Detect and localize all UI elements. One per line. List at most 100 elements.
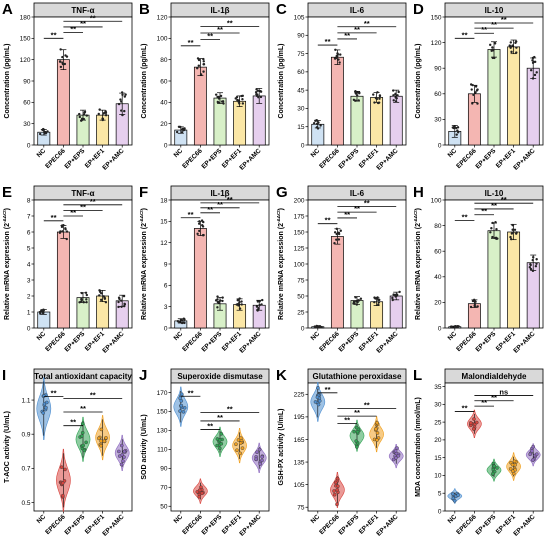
data-point: [236, 98, 239, 102]
data-point: [535, 258, 538, 261]
y-tick-label: 90: [23, 78, 31, 85]
data-point: [469, 305, 473, 309]
data-point: [352, 429, 356, 434]
data-point: [220, 100, 224, 103]
data-point: [375, 296, 378, 300]
data-point: [336, 484, 340, 489]
y-tick-label: 0: [438, 142, 442, 149]
significance-label: **: [227, 19, 233, 28]
x-tick-label: EP+EPS: [200, 330, 223, 353]
bar-ep-ef1: [507, 46, 521, 146]
data-point: [219, 94, 223, 98]
y-tick-label: 45: [297, 87, 305, 94]
data-point: [355, 303, 359, 306]
y-tick-label: 50: [160, 504, 168, 511]
data-point: [354, 439, 358, 443]
y-tick-label: 120: [431, 40, 442, 47]
panel-J: J Superoxide dismutase 50 70 90 110 130 150 170 S…: [139, 367, 270, 538]
data-point: [80, 421, 85, 426]
y-axis-label-text: Relative mRNA expression (2: [141, 223, 148, 320]
y-tick-label: 18: [160, 197, 168, 204]
data-point: [238, 451, 242, 456]
data-point: [317, 399, 322, 403]
data-point: [241, 102, 245, 105]
y-tick-label: 3: [164, 304, 168, 311]
data-point: [42, 394, 46, 398]
y-tick-label: 0: [27, 325, 31, 332]
bar-ep-ef1: [370, 97, 384, 146]
x-tick-label: EP+AMC: [238, 513, 262, 537]
data-point: [511, 228, 514, 231]
x-tick-label: NC: [310, 513, 322, 525]
data-point: [238, 297, 241, 300]
data-point: [84, 440, 88, 445]
data-point: [354, 99, 357, 102]
significance-label: **: [80, 404, 86, 413]
data-point: [377, 303, 380, 306]
data-point: [78, 301, 81, 304]
x-tick-label: NC: [173, 147, 185, 159]
y-tick-label: 6: [27, 229, 31, 236]
data-point: [219, 441, 224, 446]
data-point: [354, 90, 357, 93]
data-point: [395, 97, 398, 100]
significance-label: **: [481, 398, 487, 407]
panel-label: G: [276, 184, 288, 201]
data-point: [258, 303, 261, 307]
data-point: [375, 438, 379, 442]
data-point: [42, 309, 45, 312]
y-tick-label: 75: [297, 51, 305, 58]
y-tick-label: 0: [27, 142, 31, 149]
significance-label: **: [364, 19, 370, 28]
data-point: [200, 491, 204, 496]
significance-label: **: [217, 413, 223, 422]
data-point: [256, 300, 260, 303]
data-point: [59, 465, 64, 469]
data-point: [104, 114, 108, 117]
data-point: [472, 417, 476, 421]
data-point: [240, 300, 243, 303]
data-point: [398, 290, 401, 294]
data-point: [529, 267, 533, 271]
data-point: [123, 95, 127, 98]
y-axis-label-close: ): [278, 208, 285, 210]
significance-label: **: [227, 195, 233, 204]
data-point: [456, 493, 460, 497]
significance-label: **: [188, 388, 194, 397]
data-point: [85, 114, 88, 117]
data-point: [197, 64, 201, 67]
y-tick-label: 60: [160, 78, 168, 85]
significance-label: **: [462, 30, 468, 39]
data-point: [515, 51, 518, 54]
x-tick-label: EP+AMC: [101, 513, 125, 537]
data-point: [489, 231, 492, 234]
y-tick-label: 75: [297, 505, 305, 512]
data-point: [44, 405, 48, 410]
y-tick-label: 120: [20, 57, 31, 64]
data-point: [102, 295, 105, 298]
data-point: [61, 230, 64, 233]
data-point: [528, 452, 532, 457]
data-point: [182, 406, 187, 410]
significance-label: **: [462, 212, 468, 221]
y-tick-label: 20: [434, 300, 442, 307]
data-point: [181, 410, 186, 414]
data-point: [471, 299, 475, 303]
data-point: [373, 101, 376, 104]
y-tick-label: 20: [160, 121, 168, 128]
data-point: [38, 132, 42, 136]
y-tick-label: 150: [20, 36, 31, 43]
data-point: [236, 302, 240, 306]
data-point: [117, 296, 121, 299]
data-point: [121, 93, 124, 96]
y-axis-label: Concentration (pg/mL): [278, 43, 285, 118]
x-tick-label: EP+AMC: [512, 513, 536, 537]
y-tick-label: 195: [294, 414, 305, 421]
data-point: [357, 99, 360, 102]
data-point: [509, 237, 513, 241]
data-point: [180, 131, 184, 134]
data-point: [358, 91, 361, 94]
y-tick-label: 70: [160, 485, 168, 492]
panel-label: A: [2, 1, 13, 18]
y-tick-label: 80: [434, 223, 442, 230]
